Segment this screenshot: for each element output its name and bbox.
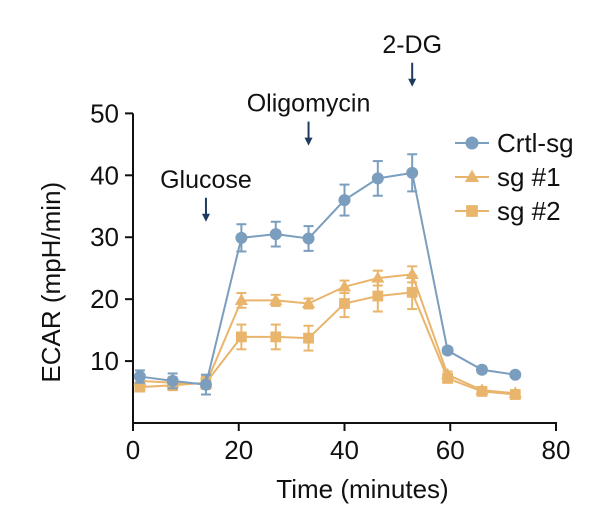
data-point (235, 331, 247, 343)
x-tick-label: 80 (542, 435, 571, 465)
legend-item: Crtl-sg (455, 128, 574, 158)
annotation-label: Oligomycin (247, 90, 371, 118)
data-point (509, 368, 522, 381)
y-tick-label: 20 (90, 284, 119, 314)
x-tick-label: 40 (330, 435, 359, 465)
data-point (405, 267, 419, 279)
treatment-annotations: Glucose Oligomycin 2-DG (160, 31, 442, 222)
data-point (475, 363, 488, 376)
data-point (337, 279, 352, 292)
data-point (234, 293, 248, 305)
data-point (269, 228, 282, 241)
data-point (508, 386, 522, 398)
x-axis-label: Time (minutes) (276, 474, 448, 504)
annotation-glucose: Glucose (160, 166, 252, 222)
legend-item: sg #1 (455, 162, 561, 192)
data-point (270, 331, 282, 343)
series-layer (133, 153, 522, 400)
data-point (235, 231, 248, 244)
legend: Crtl-sg sg #1 sg #2 (455, 128, 574, 226)
data-point (406, 166, 419, 179)
series-crtl-sg (133, 153, 522, 396)
data-point (371, 172, 384, 185)
y-axis-ticks: 10 20 30 40 50 (90, 98, 133, 376)
annotation-label: 2-DG (382, 31, 442, 59)
annotation-arrow-head (304, 137, 313, 146)
annotation-label: Glucose (160, 166, 252, 194)
data-point (301, 296, 316, 309)
data-point (303, 332, 314, 344)
annotation-oligomycin: Oligomycin (247, 90, 371, 146)
x-tick-label: 60 (436, 435, 465, 465)
y-tick-label: 40 (90, 160, 119, 190)
y-tick-label: 10 (90, 346, 119, 376)
data-point (133, 370, 146, 383)
data-point (338, 194, 351, 207)
annotation-arrow-head (201, 213, 210, 222)
legend-marker (464, 169, 480, 182)
y-tick-label: 30 (90, 222, 119, 252)
annotation-2-dg: 2-DG (382, 31, 442, 87)
data-point (371, 271, 385, 283)
data-point (406, 286, 418, 298)
data-point (199, 378, 212, 391)
x-tick-label: 20 (224, 435, 253, 465)
x-axis-ticks: 0 20 40 60 80 (126, 423, 571, 465)
data-point (339, 298, 350, 309)
data-point (302, 232, 315, 245)
y-axis-label: ECAR (mpH/min) (36, 182, 66, 383)
data-point (441, 344, 454, 357)
legend-label: Crtl-sg (497, 128, 574, 158)
data-point (372, 290, 384, 302)
data-point (134, 381, 146, 393)
data-point (269, 293, 283, 305)
legend-marker (466, 205, 478, 217)
y-tick-label: 50 (90, 98, 119, 128)
data-point (441, 367, 455, 380)
legend-marker (465, 136, 479, 150)
legend-label: sg #2 (497, 196, 561, 226)
annotation-arrow-head (408, 78, 417, 87)
series-line (139, 171, 516, 386)
series-sg-1 (133, 265, 522, 398)
data-point (166, 374, 179, 387)
data-point (475, 383, 489, 395)
series-line (139, 273, 516, 395)
x-tick-label: 0 (126, 435, 140, 465)
axes (132, 113, 557, 424)
legend-label: sg #1 (497, 162, 561, 192)
legend-item: sg #2 (455, 196, 561, 226)
